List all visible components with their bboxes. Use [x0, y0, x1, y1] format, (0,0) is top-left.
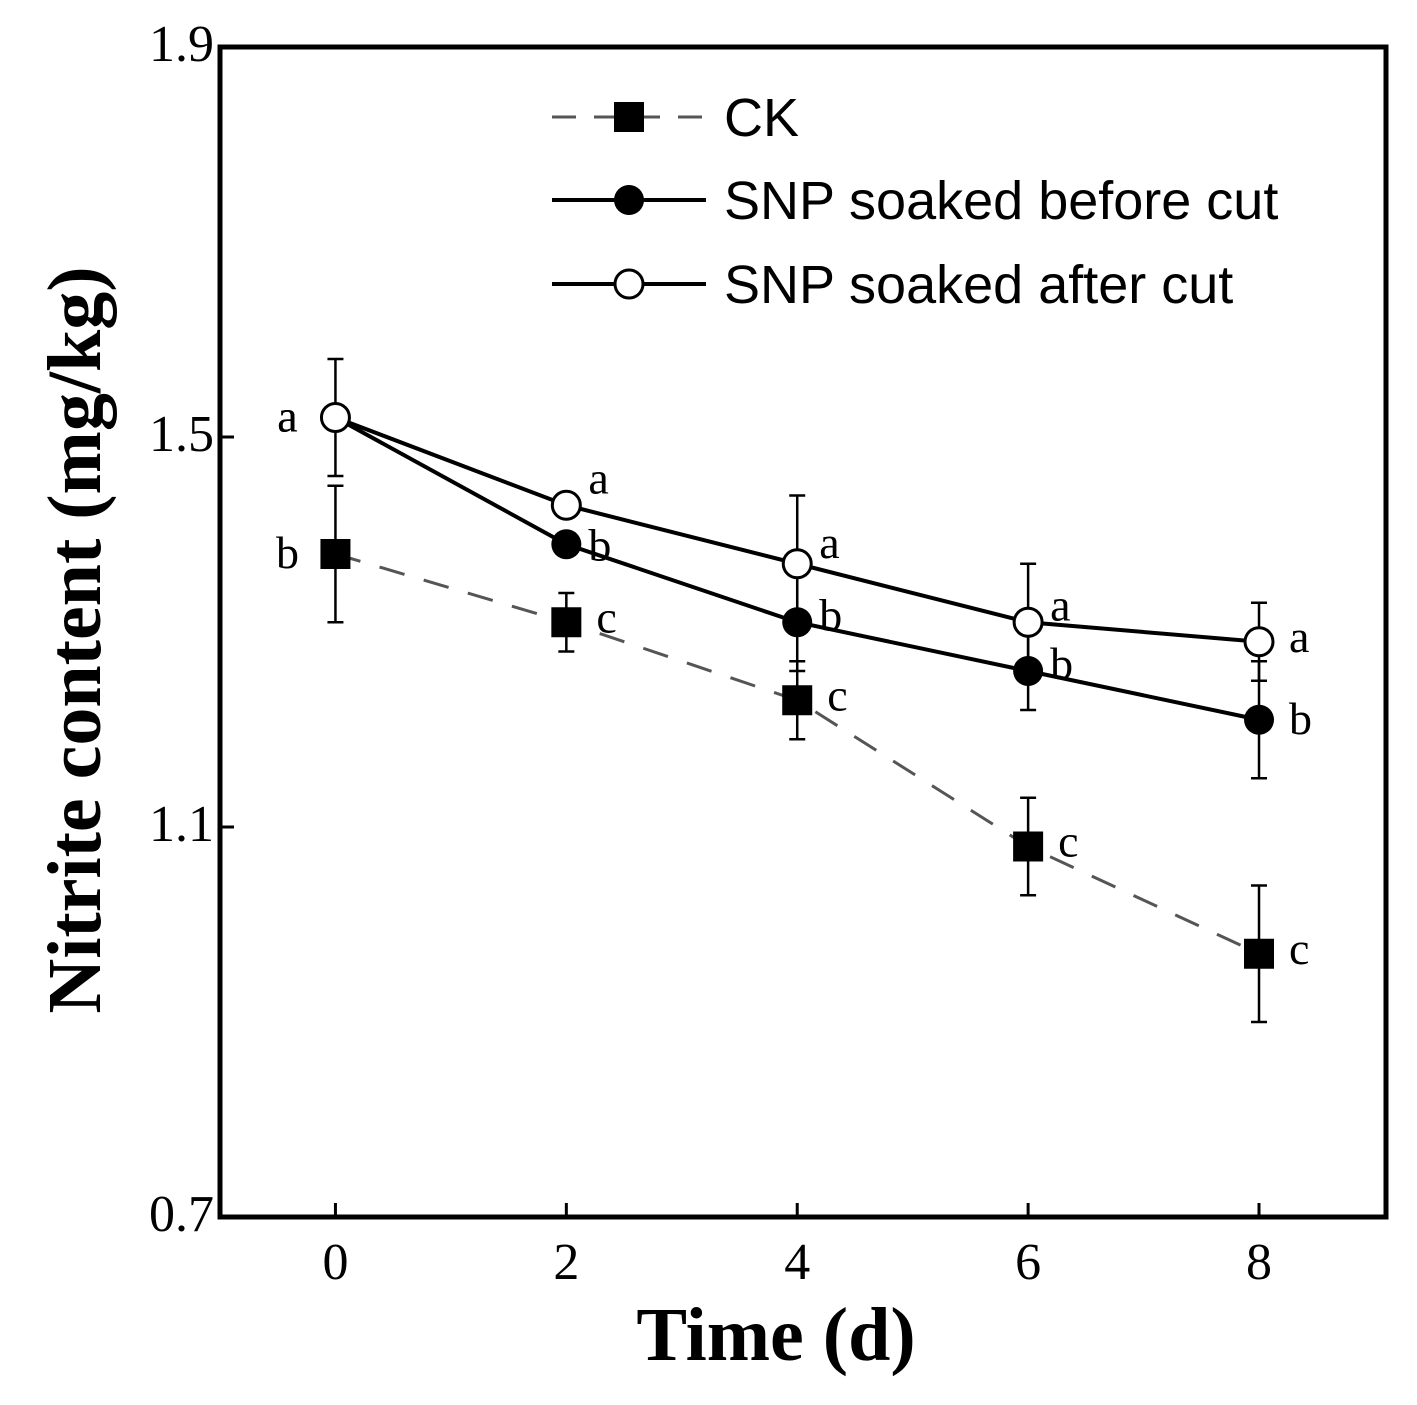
y-axis-title: Nitrite content (mg/kg)	[33, 266, 117, 1013]
y-tick-label: 1.1	[149, 796, 214, 853]
x-tick-label: 8	[1246, 1234, 1272, 1291]
data-point-series-0	[551, 607, 582, 638]
significance-label: b	[1050, 638, 1073, 689]
significance-label: a	[277, 391, 297, 442]
significance-label: b	[819, 589, 842, 640]
significance-label: c	[827, 669, 847, 720]
significance-label: a	[819, 517, 839, 568]
legend-marker-2	[613, 268, 645, 300]
data-point-series-2	[1012, 606, 1044, 638]
data-point-series-2	[319, 402, 351, 433]
legend: CK SNP soaked before cut SNP soaked after …	[552, 88, 1278, 315]
legend-label-2: SNP soaked after cut	[724, 255, 1233, 315]
x-tick-label: 6	[1015, 1234, 1041, 1291]
plot-frame	[217, 44, 1389, 1220]
significance-label: a	[1050, 579, 1070, 630]
y-tick-label: 0.7	[149, 1186, 214, 1243]
data-point-series-2	[781, 548, 813, 580]
significance-label: c	[596, 591, 616, 642]
x-tick-label: 0	[322, 1234, 348, 1291]
legend-marker-1	[614, 185, 644, 215]
legend-label-0: CK	[724, 88, 799, 148]
data-point-series-0	[320, 539, 351, 569]
significance-label: a	[1289, 611, 1309, 662]
data-point-series-1	[1244, 704, 1275, 735]
significance-label: c	[1058, 816, 1078, 867]
data-point-series-0	[782, 685, 813, 716]
significance-label: a	[588, 452, 608, 503]
data-point-series-1	[551, 529, 582, 560]
axis-layer: 0.7 1.1 1.5 1.9 0 2 4 6 8	[149, 16, 1272, 1291]
significance-label: c	[1289, 923, 1309, 974]
significance-label: a	[277, 391, 297, 442]
significance-label: b	[588, 519, 611, 570]
data-point-series-0	[1244, 938, 1275, 969]
x-tick-label: 2	[553, 1234, 579, 1291]
data-point-series-2	[1243, 626, 1275, 658]
x-axis-title: Time (d)	[636, 1293, 915, 1377]
significance-label: b	[276, 527, 299, 578]
y-tick-label: 1.9	[149, 16, 214, 73]
data-point-series-2	[550, 489, 582, 521]
legend-marker-0	[614, 102, 644, 132]
significance-label: b	[1289, 693, 1312, 744]
y-tick-label: 1.5	[149, 406, 214, 463]
legend-label-1: SNP soaked before cut	[724, 171, 1278, 231]
data-point-series-0	[1013, 831, 1044, 862]
x-tick-label: 4	[784, 1234, 810, 1291]
